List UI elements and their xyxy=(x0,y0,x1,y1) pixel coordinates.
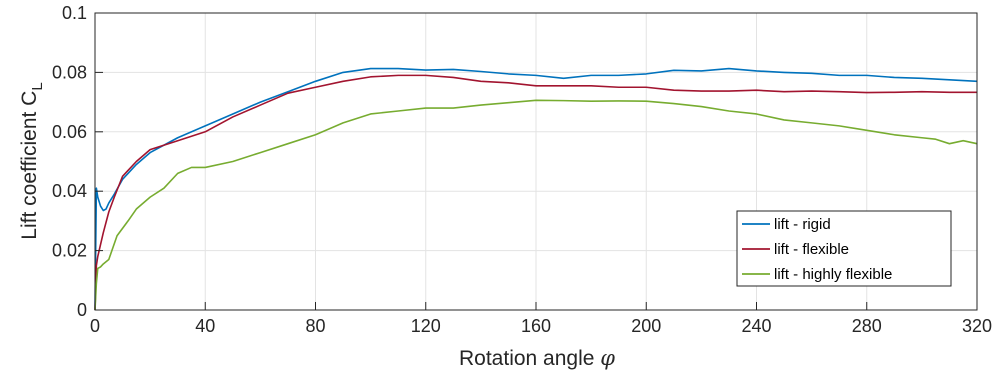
tick-labels: 0 40 80 120 160 200 240 280 320 0 0.02 0.04 0.06 0.08… xyxy=(52,3,992,336)
legend: lift - rigid lift - flexible lift - highly… xyxy=(736,210,952,287)
x-tick-label: 280 xyxy=(852,316,882,336)
x-axis-label: Rotation angle φ xyxy=(459,346,615,370)
y-tick-label: 0.02 xyxy=(52,241,87,261)
x-tick-label: 80 xyxy=(305,316,325,336)
legend-label: lift - highly flexible xyxy=(774,266,892,283)
y-tick-label: 0.1 xyxy=(62,3,87,23)
series-line-3 xyxy=(94,99,978,311)
y-axis-label: Lift coefficient CL xyxy=(18,82,46,239)
legend-box xyxy=(736,210,952,287)
y-tick-label: 0.08 xyxy=(52,62,87,82)
x-tick-label: 40 xyxy=(195,316,215,336)
y-tick-label: 0.06 xyxy=(52,122,87,142)
legend-label: lift - rigid xyxy=(774,216,831,233)
plot-frame xyxy=(94,12,978,311)
y-tick-label: 0 xyxy=(77,300,87,320)
x-tick-label: 120 xyxy=(411,316,441,336)
axes xyxy=(94,12,978,311)
x-tick-label: 320 xyxy=(962,316,992,336)
x-tick-label: 160 xyxy=(521,316,551,336)
y-tick-label: 0.04 xyxy=(52,181,87,201)
x-tick-label: 0 xyxy=(90,316,100,336)
x-tick-label: 200 xyxy=(631,316,661,336)
series-line-1 xyxy=(94,67,978,311)
legend-label: lift - flexible xyxy=(774,241,849,258)
series-line-2 xyxy=(94,74,977,311)
x-tick-label: 240 xyxy=(741,316,771,336)
series-lines xyxy=(94,67,978,311)
